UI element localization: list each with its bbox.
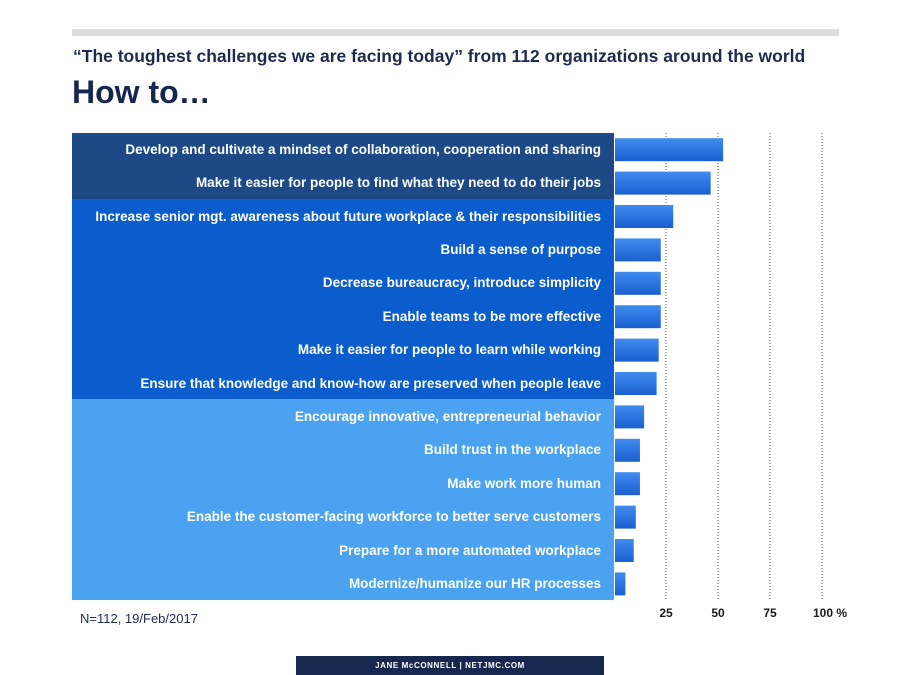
bar [615, 372, 657, 395]
bar [615, 438, 640, 462]
category-label: Enable teams to be more effective [382, 308, 601, 324]
category-label: Decrease bureaucracy, introduce simplici… [322, 275, 601, 291]
bar [615, 472, 640, 496]
bar [615, 572, 626, 596]
bar [615, 539, 634, 562]
category-band-top [72, 133, 614, 199]
category-label: Modernize/humanize our HR processes [348, 575, 601, 591]
category-label: Build trust in the workplace [423, 442, 601, 458]
category-label: Increase senior mgt. awareness about fut… [95, 208, 601, 224]
category-band-bottom [72, 399, 614, 600]
category-label: Build a sense of purpose [440, 241, 601, 257]
top-rule [72, 29, 839, 36]
category-label: Encourage innovative, entrepreneurial be… [294, 408, 601, 424]
bar [615, 405, 645, 429]
bar [615, 338, 659, 362]
category-label: Make work more human [447, 475, 601, 491]
category-label: Ensure that knowledge and know-how are p… [140, 375, 601, 391]
category-band-middle [72, 199, 614, 399]
footer-banner: JANE McCONNELL | NETJMC.COM [296, 656, 604, 675]
x-tick-label: 25 [659, 606, 673, 620]
bar [615, 305, 661, 329]
bar [615, 205, 674, 228]
bar [615, 271, 661, 295]
sample-note: N=112, 19/Feb/2017 [80, 611, 198, 626]
x-tick-label: 100 % [813, 606, 847, 620]
chart-subtitle: “The toughest challenges we are facing t… [73, 46, 806, 66]
category-label: Prepare for a more automated workplace [339, 542, 601, 558]
chart-title: How to… [72, 74, 211, 110]
category-label: Make it easier for people to learn while… [297, 342, 601, 358]
category-label: Enable the customer-facing workforce to … [186, 509, 601, 525]
x-tick-label: 75 [763, 606, 777, 620]
category-label: Make it easier for people to find what t… [195, 175, 601, 191]
bar [615, 238, 661, 262]
category-label: Develop and cultivate a mindset of colla… [125, 141, 601, 157]
x-tick-label: 50 [711, 606, 725, 620]
bar [615, 171, 711, 195]
bar [615, 505, 636, 529]
bar [615, 138, 724, 162]
